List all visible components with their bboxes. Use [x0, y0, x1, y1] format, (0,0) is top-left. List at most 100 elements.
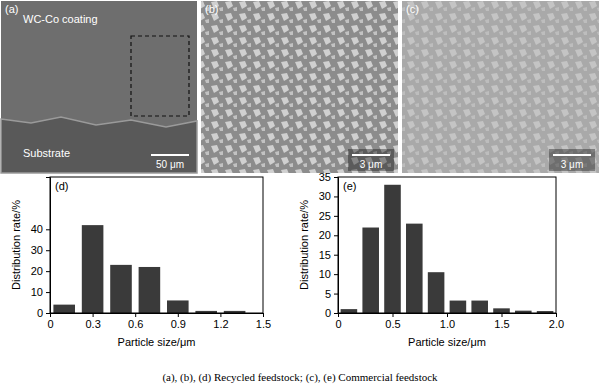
- x-tick: 1.5: [494, 313, 509, 330]
- x-tick-mark: [393, 313, 394, 317]
- y-tick: 25: [319, 210, 338, 222]
- y-tick: 20: [31, 265, 50, 277]
- histogram-chart: 00.51.01.52.005101520253035(e)Particle s…: [298, 171, 564, 348]
- y-tick: 0: [325, 307, 338, 319]
- micrograph-panel: (b)3 μm: [201, 1, 398, 173]
- y-tick-label: 0: [37, 307, 43, 319]
- y-tick: 5: [325, 288, 338, 300]
- y-tick-label: 10: [31, 286, 43, 298]
- x-axis: 0 0.3 0.6 0.9 1.2 1.5: [47, 313, 271, 330]
- x-tick-label: 2.0: [549, 318, 564, 330]
- y-tick-label: 0: [325, 307, 331, 319]
- bar: [428, 272, 445, 313]
- x-tick-label: 0.5: [385, 318, 400, 330]
- micrograph: [402, 1, 599, 173]
- x-tick: 0.6: [128, 313, 143, 330]
- x-tick-mark: [447, 313, 448, 317]
- y-axis: 0 5 10 15 20 25 30 35: [319, 171, 339, 319]
- y-tick: 30: [319, 190, 338, 202]
- x-tick: 0.9: [171, 313, 186, 330]
- x-tick-mark: [135, 313, 136, 317]
- bar: [82, 225, 104, 313]
- y-tick-mark: [334, 294, 338, 295]
- substrate-region: [1, 117, 197, 173]
- bars: [53, 225, 245, 313]
- region-label: Substrate: [23, 147, 70, 159]
- bars: [341, 185, 554, 313]
- y-tick: 15: [319, 249, 338, 261]
- x-tick: 2.0: [549, 313, 564, 330]
- y-tick: 10: [31, 286, 50, 298]
- y-tick-label: 40: [31, 223, 43, 235]
- y-axis-title: Distribution rate/%: [10, 200, 22, 290]
- y-axis-line: [46, 178, 51, 314]
- x-tick-mark: [556, 313, 557, 317]
- caption: (a), (b), (d) Recycled feedstock; (c), (…: [162, 371, 438, 384]
- y-tick-mark: [46, 229, 50, 230]
- y-tick-mark: [334, 255, 338, 256]
- y-tick-label: 30: [319, 190, 331, 202]
- x-tick: 1.0: [440, 313, 455, 330]
- y-tick-label: 10: [319, 268, 331, 280]
- panel-label: (d): [55, 180, 68, 192]
- scale-bar: [151, 154, 189, 156]
- x-axis: 0 0.5 1.0 1.5 2.0: [335, 313, 564, 330]
- y-tick-mark: [46, 250, 50, 251]
- x-tick: 1.5: [256, 313, 271, 330]
- plot-frame: [338, 177, 556, 313]
- scale-bar-label: 50 μm: [156, 159, 184, 170]
- x-tick-mark: [93, 313, 94, 317]
- bar: [450, 301, 467, 313]
- x-tick: 0.3: [85, 313, 100, 330]
- y-tick-label: 20: [31, 265, 43, 277]
- scale-bar-background: [549, 149, 595, 171]
- y-tick-label: 25: [319, 210, 331, 222]
- y-tick-label: 20: [319, 229, 331, 241]
- y-tick-mark: [46, 271, 50, 272]
- x-tick-label: 1.5: [256, 318, 271, 330]
- x-tick: 0: [47, 313, 53, 330]
- y-tick-label: 30: [31, 244, 43, 256]
- y-axis-line: [334, 178, 339, 314]
- x-tick-mark: [263, 313, 264, 317]
- y-tick-mark: [46, 313, 50, 314]
- x-tick-label: 0.9: [171, 318, 186, 330]
- y-tick-mark: [334, 313, 338, 314]
- x-tick-label: 0.3: [85, 318, 100, 330]
- y-tick-mark: [334, 177, 338, 178]
- panel-label: (c): [406, 3, 419, 15]
- bar: [406, 224, 423, 313]
- y-tick-label: 35: [319, 171, 331, 183]
- y-axis: 0 10 20 30 40: [31, 178, 51, 320]
- y-tick-mark: [46, 292, 50, 293]
- x-axis-line: [339, 314, 557, 318]
- y-tick-label: 5: [325, 288, 331, 300]
- x-axis-line: [51, 314, 264, 318]
- scale-bar-label: 3 μm: [561, 159, 583, 170]
- histogram-chart: 0 0.3 0.6 0.9 1.2 1.5 0 10 20 30 40 (d) Particle siz…: [10, 177, 271, 348]
- y-tick-mark: [334, 216, 338, 217]
- x-tick-label: 0.6: [128, 318, 143, 330]
- micrograph-panel: (c) 3 μm: [402, 1, 599, 173]
- bar: [110, 265, 132, 313]
- coating-region: [1, 1, 197, 173]
- x-tick: 0: [335, 313, 341, 330]
- x-tick-mark: [502, 313, 503, 317]
- x-tick: 1.2: [213, 313, 228, 330]
- zoom-box: [131, 36, 189, 116]
- y-tick: 0: [37, 307, 50, 319]
- bar: [139, 267, 161, 313]
- panel-label: (a): [5, 3, 18, 15]
- x-axis-title: Particle size/μm: [118, 336, 196, 348]
- x-tick-label: 1.0: [440, 318, 455, 330]
- y-tick-mark: [334, 196, 338, 197]
- y-tick: 40: [31, 223, 50, 235]
- scale-bar: [352, 154, 390, 156]
- x-tick-mark: [178, 313, 179, 317]
- x-axis-title: Particle size/μm: [408, 336, 486, 348]
- micrograph: [201, 1, 398, 173]
- x-tick-label: 1.5: [494, 318, 509, 330]
- bar: [341, 309, 358, 313]
- x-tick: 0.5: [385, 313, 400, 330]
- scale-bar-label: 3 μm: [360, 159, 382, 170]
